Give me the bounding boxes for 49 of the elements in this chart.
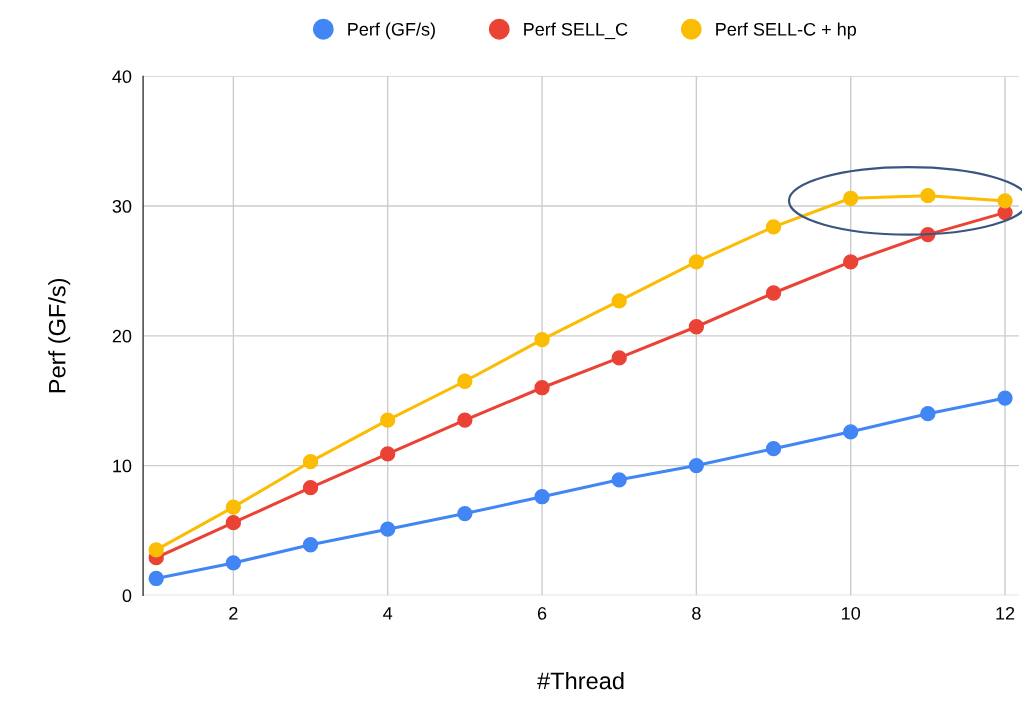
point [380, 446, 396, 462]
x-tick-label: 12 [996, 606, 1015, 620]
point [920, 406, 936, 422]
point [997, 193, 1013, 209]
point [765, 285, 782, 301]
point [843, 424, 859, 440]
point [302, 454, 319, 470]
point [148, 570, 164, 587]
point [688, 457, 705, 474]
x-tick-label: 4 [383, 607, 393, 620]
x-tick-label: 8 [692, 606, 701, 620]
point [302, 537, 319, 553]
y-tick-label: 0 [122, 589, 132, 603]
legend-label: Perf SELL_C [524, 22, 628, 40]
point [843, 190, 859, 206]
point [611, 472, 627, 488]
point [997, 390, 1013, 406]
point [225, 499, 242, 515]
legend-label: Perf SELL-C + hp [716, 22, 857, 40]
point [765, 219, 782, 235]
x-tick-label: 6 [537, 606, 547, 620]
point [225, 515, 242, 531]
point [843, 254, 859, 270]
point [920, 188, 936, 204]
x-tick-label: 10 [842, 606, 861, 620]
x-axis-title: #Thread [537, 671, 624, 690]
point [611, 293, 627, 309]
point [380, 412, 396, 428]
y-tick-label: 20 [112, 329, 132, 343]
x-tick-label: 2 [229, 606, 238, 620]
point [457, 412, 473, 428]
point [688, 254, 705, 270]
point [611, 350, 627, 366]
point [534, 489, 550, 505]
y-tick-label: 30 [112, 199, 132, 213]
point [380, 521, 396, 537]
y-tick-label: 40 [112, 70, 132, 84]
legend-label: Perf (GF/s) [348, 22, 435, 40]
y-axis-title: Perf (GF/s) [48, 278, 71, 393]
point [534, 380, 550, 396]
point [688, 319, 705, 335]
point [457, 373, 473, 389]
point [148, 542, 164, 558]
point [534, 332, 550, 348]
point [765, 441, 782, 457]
point [457, 505, 473, 522]
point [302, 480, 319, 496]
point [225, 555, 242, 571]
y-tick-label: 10 [113, 459, 132, 473]
